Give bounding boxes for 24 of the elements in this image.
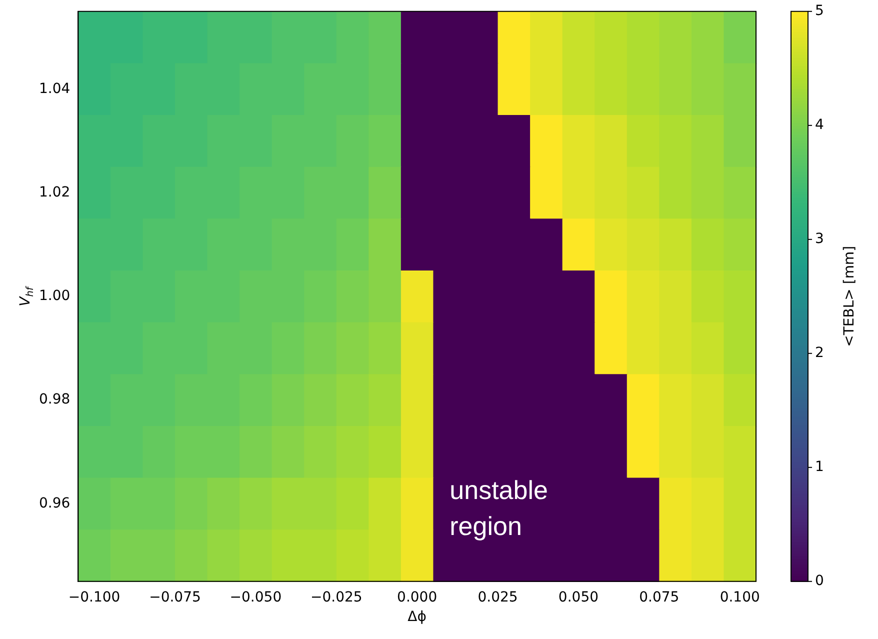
color-bar-label: 1: [815, 459, 824, 476]
x-tick-label: 0.025: [478, 589, 518, 606]
x-tick-label: −0.075: [149, 589, 201, 606]
x-tick-label: 0.050: [558, 589, 599, 606]
color-bar-label: 4: [815, 117, 824, 134]
color-bar-title: <TEBL> [mm]: [842, 246, 858, 347]
y-tick-label: 1.02: [39, 184, 70, 200]
color-bar-label: 5: [815, 3, 824, 20]
x-tick-label: −0.050: [230, 589, 282, 606]
color-bar-label: 3: [815, 231, 824, 248]
x-tick-label: 0.075: [639, 589, 680, 606]
annotation: unstable region: [450, 475, 548, 541]
x-tick-label: −0.025: [310, 589, 362, 606]
y-tick-label: 0.98: [39, 392, 70, 408]
x-axis-title: Δϕ: [408, 609, 426, 626]
color-bar-label: 0: [815, 573, 824, 590]
x-tick-label: 0.000: [397, 589, 438, 606]
y-tick-label: 1.00: [39, 288, 70, 304]
x-tick-label: 0.100: [720, 589, 760, 606]
x-tick-label: −0.100: [68, 589, 120, 606]
y-axis-title: Vhf: [18, 286, 36, 306]
y-tick-label: 0.96: [39, 495, 70, 512]
y-tick-label: 1.04: [39, 80, 70, 97]
color-bar-label: 2: [815, 345, 824, 362]
